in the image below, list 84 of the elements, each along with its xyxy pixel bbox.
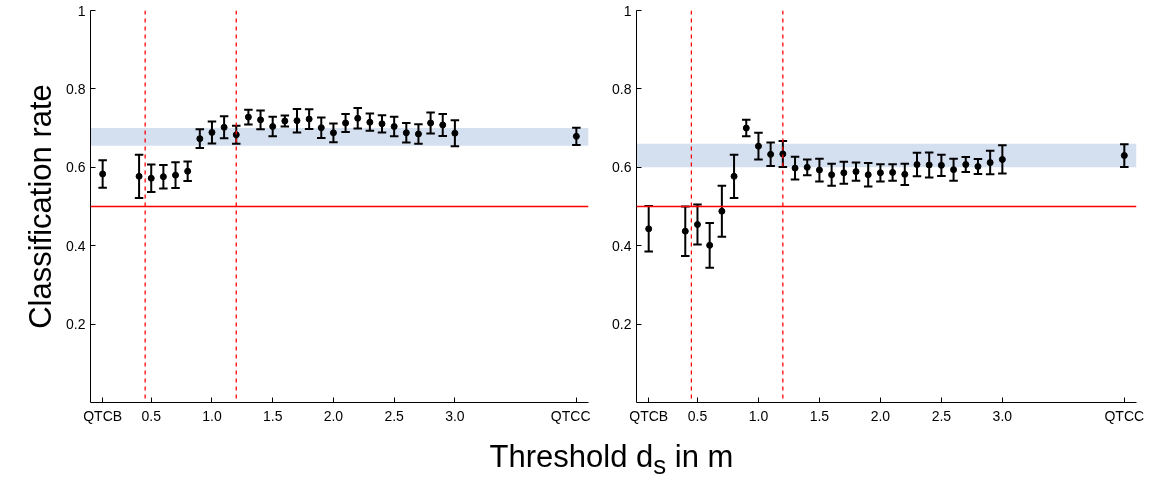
x-tick-label: 2.0 [870, 407, 891, 424]
x-tick-label: 2.5 [931, 407, 952, 424]
point [718, 207, 726, 215]
point [1120, 152, 1128, 160]
point [329, 129, 337, 137]
point [147, 174, 155, 182]
point [378, 120, 386, 128]
y-tick-label: 0.2 [612, 316, 632, 333]
point [354, 114, 362, 122]
point [998, 155, 1006, 163]
y-tick-label: 0.4 [612, 237, 632, 254]
point [815, 166, 823, 174]
point [414, 130, 422, 138]
point [184, 167, 192, 175]
x-tick-label: QTCB [83, 407, 123, 424]
point [864, 171, 872, 179]
point [779, 150, 787, 158]
x-tick-label: 0.5 [141, 407, 162, 424]
point [366, 118, 374, 126]
x-tick-label: QTCB [629, 407, 669, 424]
y-tick-label: 0.4 [66, 237, 86, 254]
point [706, 241, 714, 249]
y-tick-label: 0.8 [612, 80, 632, 97]
point [572, 132, 580, 140]
point [208, 128, 216, 136]
x-tick-label: 3.0 [445, 407, 465, 424]
point [950, 166, 958, 174]
point [244, 113, 252, 121]
x-tick-label: 2.0 [323, 407, 344, 424]
y-tick-label: 0.2 [66, 316, 86, 333]
point [645, 225, 653, 233]
point [730, 172, 738, 180]
x-tick-label: QTCC [550, 407, 591, 424]
point [754, 142, 762, 150]
point [925, 161, 933, 169]
point [402, 129, 410, 137]
point [913, 161, 921, 169]
y-tick-label: 0.6 [612, 159, 632, 176]
x-tick-label: 2.5 [384, 407, 405, 424]
point [439, 121, 447, 129]
point [876, 169, 884, 177]
point [451, 129, 459, 137]
point [317, 124, 325, 132]
point [974, 163, 982, 171]
x-tick-label: 1.5 [809, 407, 830, 424]
point [99, 170, 107, 178]
point [693, 221, 701, 229]
point [852, 168, 860, 176]
point [828, 171, 836, 179]
y-tick-label: 0.8 [66, 80, 86, 97]
point [767, 150, 775, 158]
point [172, 171, 180, 179]
point [342, 119, 350, 127]
point [889, 168, 897, 176]
x-tick-label: 1.0 [748, 407, 769, 424]
point [791, 164, 799, 172]
x-tick-label: 3.0 [992, 407, 1013, 424]
point [220, 123, 228, 131]
x-tick-label: 1.5 [262, 407, 283, 424]
point [742, 124, 750, 132]
point [390, 123, 398, 131]
point [305, 115, 313, 123]
point [803, 163, 811, 171]
point [840, 169, 848, 177]
point [681, 227, 689, 235]
point [937, 161, 945, 169]
point [986, 159, 994, 167]
point [427, 119, 435, 127]
y-tick-label: 0.6 [66, 159, 86, 176]
x-axis-title: Threshold d$_{s}$ in m [489, 438, 734, 482]
x-tick-label: 1.0 [202, 407, 222, 424]
x-tick-label: QTCC [1104, 407, 1145, 424]
point [257, 116, 265, 124]
point [196, 135, 204, 143]
point [159, 173, 167, 181]
point [135, 172, 143, 180]
x-tick-label: 0.5 [687, 407, 708, 424]
point [269, 123, 277, 131]
y-tick-label: 1 [77, 2, 86, 19]
point [901, 170, 909, 178]
point [962, 161, 970, 169]
y-tick-label: 1 [623, 2, 632, 19]
y-axis-title: Classification rate [23, 84, 59, 329]
point [293, 117, 301, 125]
